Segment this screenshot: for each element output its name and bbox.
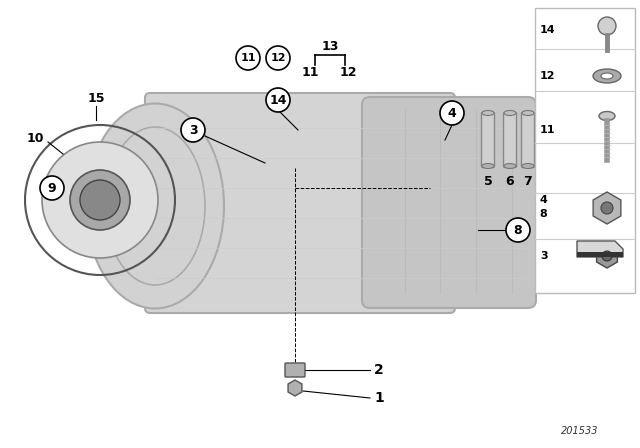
Text: 12: 12 bbox=[540, 71, 556, 81]
FancyBboxPatch shape bbox=[522, 112, 534, 168]
Text: 15: 15 bbox=[87, 91, 105, 104]
Text: 2: 2 bbox=[374, 363, 384, 377]
Text: 14: 14 bbox=[269, 94, 287, 107]
Polygon shape bbox=[577, 252, 623, 257]
Circle shape bbox=[440, 101, 464, 125]
Circle shape bbox=[236, 46, 260, 70]
Text: 5: 5 bbox=[484, 175, 492, 188]
Ellipse shape bbox=[482, 111, 494, 116]
Text: 13: 13 bbox=[321, 39, 339, 52]
Circle shape bbox=[602, 251, 612, 261]
Ellipse shape bbox=[86, 103, 224, 309]
Text: 12: 12 bbox=[270, 53, 285, 63]
Circle shape bbox=[601, 202, 613, 214]
FancyBboxPatch shape bbox=[535, 8, 635, 293]
FancyBboxPatch shape bbox=[362, 97, 536, 308]
Text: 3: 3 bbox=[540, 251, 548, 261]
FancyBboxPatch shape bbox=[481, 112, 495, 168]
Text: 3: 3 bbox=[189, 124, 197, 137]
Circle shape bbox=[266, 46, 290, 70]
Circle shape bbox=[40, 176, 64, 200]
Circle shape bbox=[598, 17, 616, 35]
Ellipse shape bbox=[522, 164, 534, 168]
Text: 10: 10 bbox=[26, 132, 44, 145]
Text: 6: 6 bbox=[506, 175, 515, 188]
Circle shape bbox=[80, 180, 120, 220]
Circle shape bbox=[266, 88, 290, 112]
FancyBboxPatch shape bbox=[504, 112, 516, 168]
Circle shape bbox=[42, 142, 158, 258]
Text: 201533: 201533 bbox=[561, 426, 599, 436]
Ellipse shape bbox=[504, 111, 516, 116]
Text: 7: 7 bbox=[524, 175, 532, 188]
Circle shape bbox=[70, 170, 130, 230]
Text: 14: 14 bbox=[540, 25, 556, 35]
Text: 11: 11 bbox=[240, 53, 256, 63]
Ellipse shape bbox=[482, 164, 494, 168]
Text: 9: 9 bbox=[48, 181, 56, 194]
Text: 11: 11 bbox=[540, 125, 556, 135]
Ellipse shape bbox=[599, 112, 615, 121]
Ellipse shape bbox=[504, 164, 516, 168]
Ellipse shape bbox=[593, 69, 621, 83]
Text: 1: 1 bbox=[374, 391, 384, 405]
Text: 8: 8 bbox=[539, 209, 547, 219]
FancyBboxPatch shape bbox=[285, 363, 305, 377]
Text: 8: 8 bbox=[514, 224, 522, 237]
Text: 11: 11 bbox=[301, 65, 319, 78]
Ellipse shape bbox=[601, 73, 613, 79]
Polygon shape bbox=[577, 241, 623, 257]
Circle shape bbox=[181, 118, 205, 142]
Ellipse shape bbox=[522, 111, 534, 116]
Text: 12: 12 bbox=[339, 65, 356, 78]
Text: 4: 4 bbox=[447, 107, 456, 120]
Text: 4: 4 bbox=[539, 195, 547, 205]
FancyBboxPatch shape bbox=[145, 93, 455, 313]
Circle shape bbox=[506, 218, 530, 242]
